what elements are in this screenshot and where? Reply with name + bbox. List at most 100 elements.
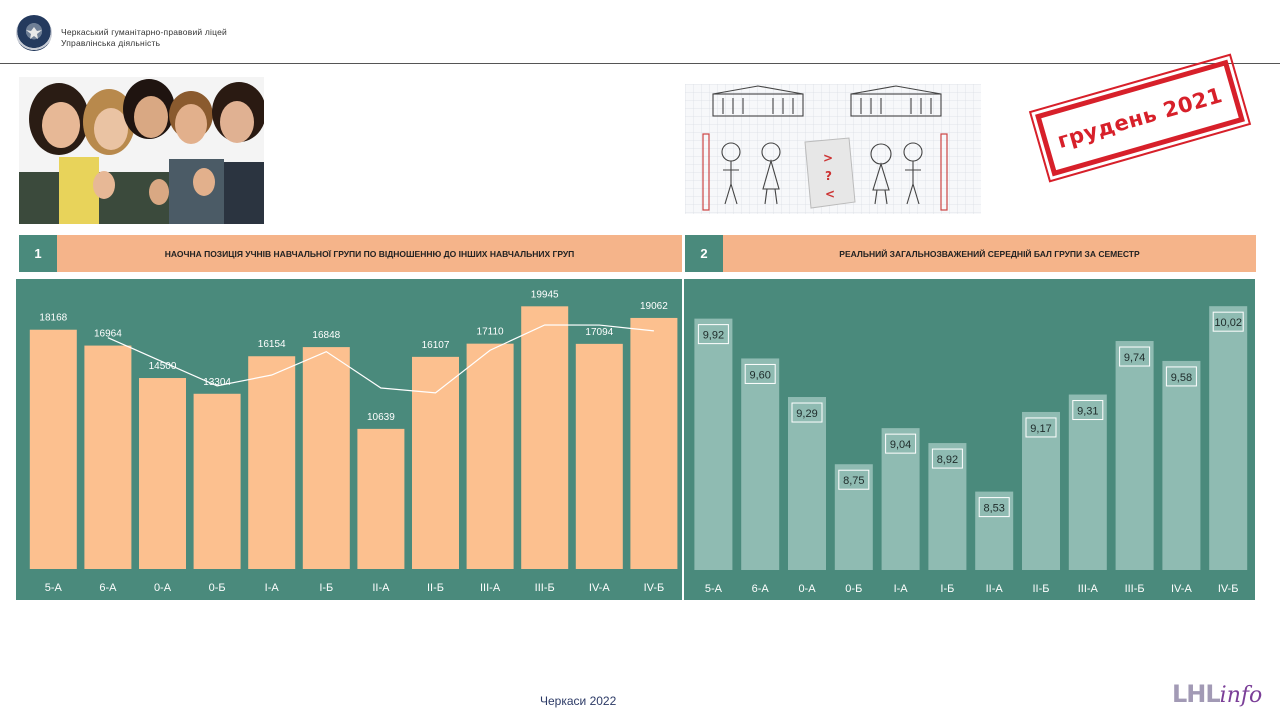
chart-2-value-label: 8,53	[983, 503, 1004, 515]
chart-1-bar	[412, 356, 459, 569]
chart-1-value-label: 16154	[258, 339, 286, 350]
organization-line-1: Черкаський гуманітарно-правовий ліцей	[61, 27, 227, 37]
chart-2-category-label: ІІ-А	[986, 583, 1004, 595]
chart-1-bar	[193, 393, 241, 569]
school-illustration: >? <	[685, 84, 981, 214]
chart-1-bar	[29, 329, 77, 569]
chart-2-value-label: 9,31	[1077, 406, 1098, 418]
organization-name: Черкаський гуманітарно-правовий ліцей Уп…	[61, 27, 227, 49]
chart-1-category-label: ІІ-А	[372, 582, 390, 594]
panel-2-number: 2	[685, 235, 723, 272]
panel-1-title: НАОЧНА ПОЗИЦІЯ УЧНІВ НАВЧАЛЬНОЇ ГРУПИ ПО…	[164, 248, 575, 259]
date-stamp-text: грудень 2021	[1054, 82, 1226, 154]
page-header: Черкаський гуманітарно-правовий ліцей Уп…	[0, 0, 1280, 64]
footer-city: Черкаси 2022	[540, 694, 617, 708]
brand-logo[interactable]: LHLinfo	[1172, 680, 1262, 709]
chart-2-bar	[1115, 341, 1154, 570]
chart-2-category-label: 0-А	[798, 583, 816, 595]
chart-2-bar	[1068, 394, 1107, 570]
chart-2-category-label: 0-Б	[845, 583, 862, 595]
chart-1-bar	[357, 428, 405, 569]
chart-1-value-label: 17110	[477, 327, 505, 338]
panel-1-number: 1	[19, 235, 57, 272]
chart-2-label-box	[931, 448, 963, 469]
svg-text:?: ?	[825, 169, 832, 183]
chart-1-value-label: 17094	[585, 327, 613, 338]
chart-2-category-label: ІІІ-Б	[1125, 583, 1145, 595]
chart-2-value-label: 9,58	[1171, 372, 1192, 384]
chart-2-label-box	[1119, 346, 1151, 367]
chart-1-category-label: 0-Б	[209, 582, 226, 594]
chart-1-bar	[575, 343, 623, 569]
chart-1-value-label: 16107	[422, 340, 450, 351]
chart-1-value-label: 13304	[203, 377, 231, 388]
chart-1-category-label: 6-А	[99, 582, 117, 594]
chart-1-bar	[248, 356, 296, 569]
chart-1-category-label: ІІІ-А	[480, 582, 501, 594]
chart-2-value-label: 9,60	[749, 369, 770, 381]
chart-1-category-label: ІV-Б	[644, 582, 665, 594]
chart-2-category-label: 5-А	[705, 583, 723, 595]
chart-2-value-label: 9,29	[796, 408, 817, 420]
chart-2-category-label: ІІ-Б	[1033, 583, 1050, 595]
chart-1-bar	[139, 378, 186, 569]
chart-2-label-box	[1025, 417, 1057, 438]
chart-2-bar	[694, 318, 733, 570]
chart-2-value-label: 9,04	[890, 439, 911, 451]
chart-2-bar	[928, 443, 967, 570]
chart-1-value-label: 10639	[367, 412, 395, 423]
organization-line-2: Управлінська діяльність	[61, 38, 161, 48]
chart-1-category-label: ІV-А	[589, 582, 610, 594]
lyceum-logo	[16, 15, 52, 51]
chart-2-bar	[881, 428, 920, 570]
brand-logo-part-2: info	[1219, 683, 1263, 708]
chart-1-value-label: 18168	[39, 313, 67, 324]
chart-2-label-box	[978, 497, 1010, 518]
chart-2-value-label: 8,75	[843, 475, 864, 487]
chart-1-trendline	[107, 324, 654, 394]
chart-2-category-label: І-А	[894, 583, 909, 595]
chart-2-label-box	[838, 469, 870, 490]
chart-2-label-box	[791, 402, 823, 423]
date-stamp: грудень 2021	[1029, 50, 1251, 186]
chart-2-category-label: 6-А	[752, 583, 770, 595]
chart-2-value-label: 9,92	[703, 330, 724, 342]
chart-2-label-box	[885, 433, 917, 454]
chart-1-category-label: ІІ-Б	[427, 582, 444, 594]
svg-text:<: <	[825, 187, 835, 201]
chart-2-value-label: 9,74	[1124, 352, 1145, 364]
chart-1-value-label: 19062	[640, 301, 668, 312]
chart-1-value-label: 14500	[149, 361, 177, 372]
chart-1-value-label: 16848	[312, 330, 340, 341]
svg-text:>: >	[823, 151, 833, 165]
chart-1-bar	[84, 345, 132, 569]
chart-2-bar	[1022, 411, 1060, 570]
chart-2-bar	[788, 397, 826, 570]
chart-2-category-label: І-Б	[940, 583, 954, 595]
chart-1-value-label: 19945	[531, 289, 559, 300]
chart-1-bar	[630, 317, 678, 569]
chart-1-bar	[302, 347, 350, 569]
chart-2-value-label: 9,17	[1030, 423, 1051, 435]
chart-2-bar	[741, 358, 780, 570]
eagle-icon	[26, 27, 42, 39]
chart-1-category-label: ІІІ-Б	[535, 582, 555, 594]
brand-logo-part-1: LHL	[1172, 680, 1221, 708]
chart-1-category-label: І-А	[265, 582, 280, 594]
chart-2: 9,92 5-А 9,60 6-А 9,29 0-А 8,75 0-Б 9,04 І-А 8,92 І…	[694, 306, 1248, 595]
chart-2-value-label: 8,92	[937, 454, 958, 466]
panel-2-header: 2 РЕАЛЬНИЙ ЗАГАЛЬНОЗВАЖЕНИЙ СЕРЕДНІЙ БАЛ…	[685, 235, 1256, 272]
chart-2-label-box	[744, 363, 776, 384]
panel-2-title: РЕАЛЬНИЙ ЗАГАЛЬНОЗВАЖЕНИЙ СЕРЕДНІЙ БАЛ Г…	[839, 248, 1140, 259]
chart-1-category-label: 5-А	[45, 582, 63, 594]
chart-1-category-label: І-Б	[319, 582, 333, 594]
chart-2-label-box	[1212, 311, 1244, 332]
chart-2-category-label: ІV-А	[1171, 583, 1192, 595]
chart-2-panel: 9,92 5-А 9,60 6-А 9,29 0-А 8,75 0-Б 9,04 І-А 8,92 І…	[684, 279, 1255, 600]
chart-2-category-label: ІІІ-А	[1078, 583, 1099, 595]
panel-1-header: 1 НАОЧНА ПОЗИЦІЯ УЧНІВ НАВЧАЛЬНОЇ ГРУПИ …	[19, 235, 682, 272]
chart-2-value-label: 10,02	[1214, 317, 1242, 329]
chart-2-label-box	[697, 324, 729, 345]
chart-1-bar	[466, 343, 514, 569]
chart-1-value-label: 16964	[94, 329, 122, 340]
